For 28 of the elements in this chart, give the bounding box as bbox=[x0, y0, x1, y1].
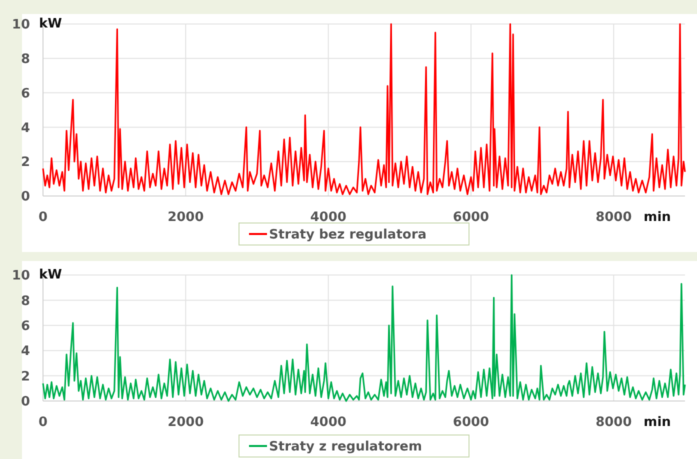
y-tick-label: 8 bbox=[20, 294, 30, 309]
x-tick-label: 6000 bbox=[452, 415, 490, 430]
x-tick-label: 2000 bbox=[168, 210, 204, 225]
y-tick-label: 6 bbox=[20, 86, 30, 102]
x-tick-label: 0 bbox=[38, 415, 48, 430]
x-tick-label: 6000 bbox=[452, 210, 490, 225]
y-tick-label: 6 bbox=[20, 318, 30, 334]
y-tick-label: 0 bbox=[20, 394, 30, 410]
y-tick-label: 4 bbox=[20, 120, 30, 136]
y-tick-label: 10 bbox=[12, 18, 30, 33]
x-tick-label: 4000 bbox=[310, 415, 346, 430]
y-axis-title: kW bbox=[39, 268, 62, 283]
x-tick-label: 4000 bbox=[310, 210, 346, 225]
legend-label: Straty z regulatorem bbox=[269, 440, 422, 455]
y-tick-label: 2 bbox=[20, 155, 30, 170]
x-tick-label: 2000 bbox=[168, 415, 204, 430]
x-tick-label: 8000 bbox=[596, 210, 632, 225]
x-axis-title: min bbox=[644, 210, 671, 225]
y-tick-label: 2 bbox=[20, 369, 30, 384]
y-tick-label: 8 bbox=[20, 52, 30, 67]
y-axis-title: kW bbox=[39, 16, 62, 32]
x-tick-label: 8000 bbox=[596, 415, 632, 430]
legend-label: Straty bez regulatora bbox=[269, 228, 427, 243]
y-tick-label: 10 bbox=[12, 268, 30, 284]
y-tick-label: 0 bbox=[20, 190, 30, 205]
y-tick-label: 4 bbox=[20, 344, 30, 360]
x-axis-title: min bbox=[644, 415, 671, 430]
x-tick-label: 0 bbox=[38, 210, 48, 225]
